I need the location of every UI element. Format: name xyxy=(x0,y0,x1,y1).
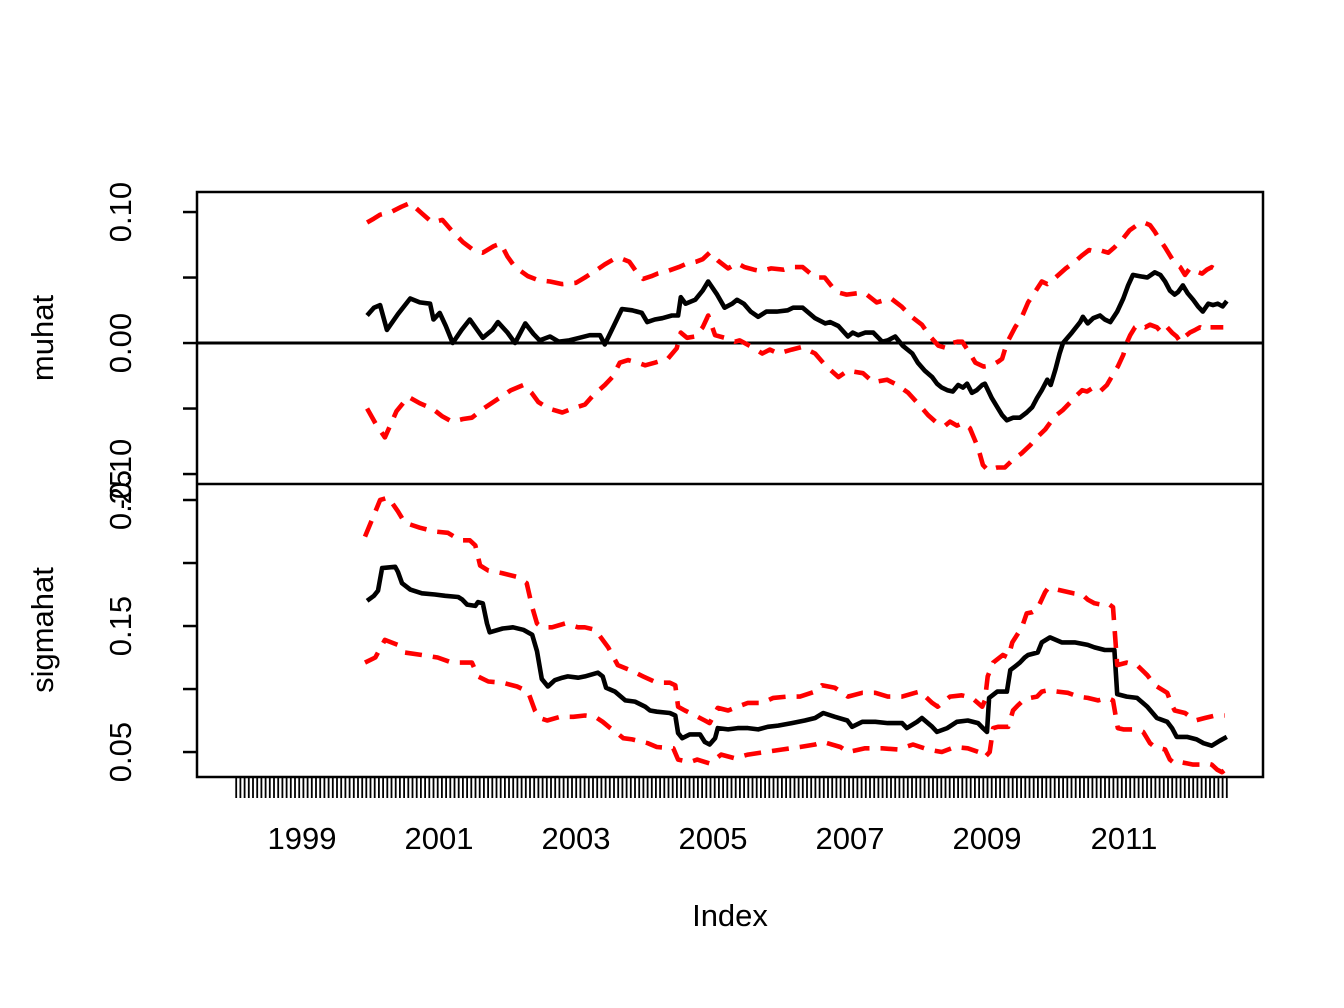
y-tick-label: 0.05 xyxy=(103,722,138,782)
y-tick-label: -0.10 xyxy=(103,439,138,510)
x-tick-label: 2003 xyxy=(542,821,611,856)
series-sigmahat-upper-band xyxy=(362,495,1225,726)
x-axis-title: Index xyxy=(692,898,768,933)
series-sigmahat-estimate xyxy=(365,564,1228,749)
x-tick-label: 2007 xyxy=(816,821,885,856)
x-tick-label: 2005 xyxy=(679,821,748,856)
y-tick-label: 0.00 xyxy=(103,313,138,373)
panel-sigmahat: 0.05 0.15 0.25 xyxy=(103,470,1229,782)
series-muhat-lower-band xyxy=(365,313,1224,473)
x-tick-label: 2001 xyxy=(405,821,474,856)
x-rug-ticks xyxy=(235,778,1228,798)
y-tick-label: 0.15 xyxy=(103,596,138,656)
x-tick-label: 2009 xyxy=(953,821,1022,856)
plot-area: -0.10 0.00 0.10 0.05 0.15 0.25 1999 2001 2003 200… xyxy=(103,182,1265,856)
y-tick-label: 0.10 xyxy=(103,182,138,242)
y-axis-title-muhat: muhat xyxy=(25,295,60,382)
y-axis-title-sigmahat: sigmahat xyxy=(25,567,60,693)
x-tick-label: 2011 xyxy=(1091,821,1158,856)
series-muhat-upper-band xyxy=(365,200,1224,369)
x-tick-label: 1999 xyxy=(268,821,337,856)
y-tick-label: 0.25 xyxy=(103,470,138,530)
series-sigmahat-lower-band xyxy=(363,637,1229,775)
panel-muhat: -0.10 0.00 0.10 xyxy=(103,182,1263,510)
series-muhat-estimate xyxy=(365,269,1229,423)
